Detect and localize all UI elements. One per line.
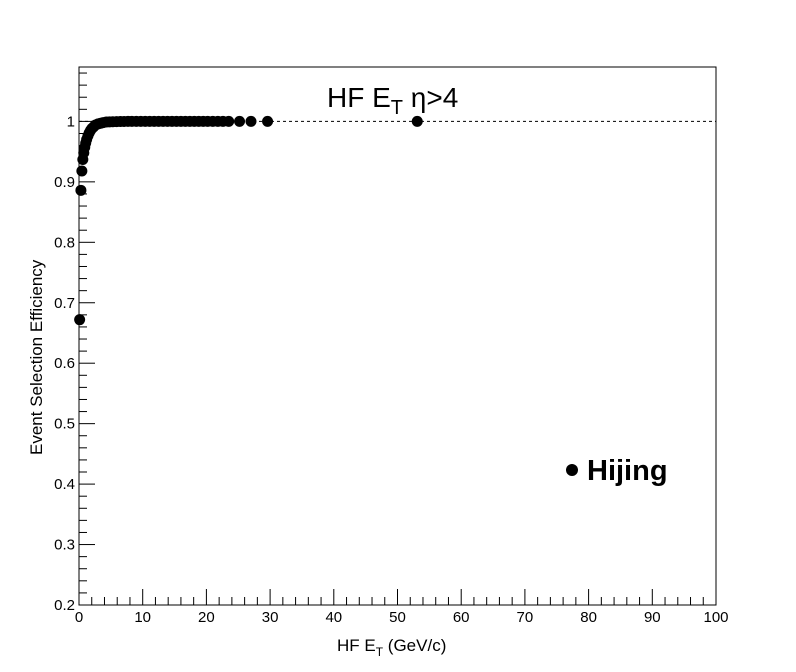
x-tick-label: 10 <box>134 609 151 626</box>
y-tick-label: 0.5 <box>54 416 75 433</box>
x-tick-label: 20 <box>198 609 215 626</box>
x-tick-label: 70 <box>517 609 534 626</box>
y-axis-tick-labels: 0.2 0.3 0.4 0.5 0.6 0.7 0.8 0.9 1 <box>54 113 75 614</box>
data-point <box>411 115 423 127</box>
legend-marker <box>566 464 578 476</box>
x-tick-label: 100 <box>703 609 728 626</box>
data-point <box>234 115 246 127</box>
data-point <box>74 314 86 326</box>
data-point <box>223 115 235 127</box>
y-tick-label: 0.2 <box>54 597 75 614</box>
plot-frame <box>78 66 717 606</box>
y-tick-label: 0.6 <box>54 355 75 372</box>
y-tick-label: 0.9 <box>54 174 75 191</box>
x-tick-label: 60 <box>453 609 470 626</box>
data-point <box>262 115 274 127</box>
x-tick-label: 90 <box>644 609 661 626</box>
x-tick-label: 40 <box>325 609 342 626</box>
chart-title: HF ET η>4 <box>327 82 458 119</box>
x-axis-ticks <box>78 589 717 605</box>
x-axis-tick-labels: 0 10 20 30 40 50 60 70 80 90 100 <box>75 609 729 626</box>
x-tick-label: 50 <box>389 609 406 626</box>
y-tick-label: 0.3 <box>54 537 75 554</box>
data-point <box>76 165 88 177</box>
x-tick-label: 80 <box>580 609 597 626</box>
data-point <box>75 184 87 196</box>
y-tick-label: 0.7 <box>54 295 75 312</box>
data-point <box>245 115 257 127</box>
x-tick-label: 0 <box>75 609 83 626</box>
x-axis-title: HF ET (GeV/c) <box>337 636 446 659</box>
legend-label: Hijing <box>587 455 668 487</box>
y-tick-label: 0.4 <box>54 476 75 493</box>
data-markers <box>74 115 423 326</box>
x-tick-label: 30 <box>262 609 279 626</box>
y-tick-label: 1 <box>67 113 75 130</box>
y-axis-title: Event Selection Efficiency <box>27 259 46 455</box>
y-tick-label: 0.8 <box>54 234 75 251</box>
